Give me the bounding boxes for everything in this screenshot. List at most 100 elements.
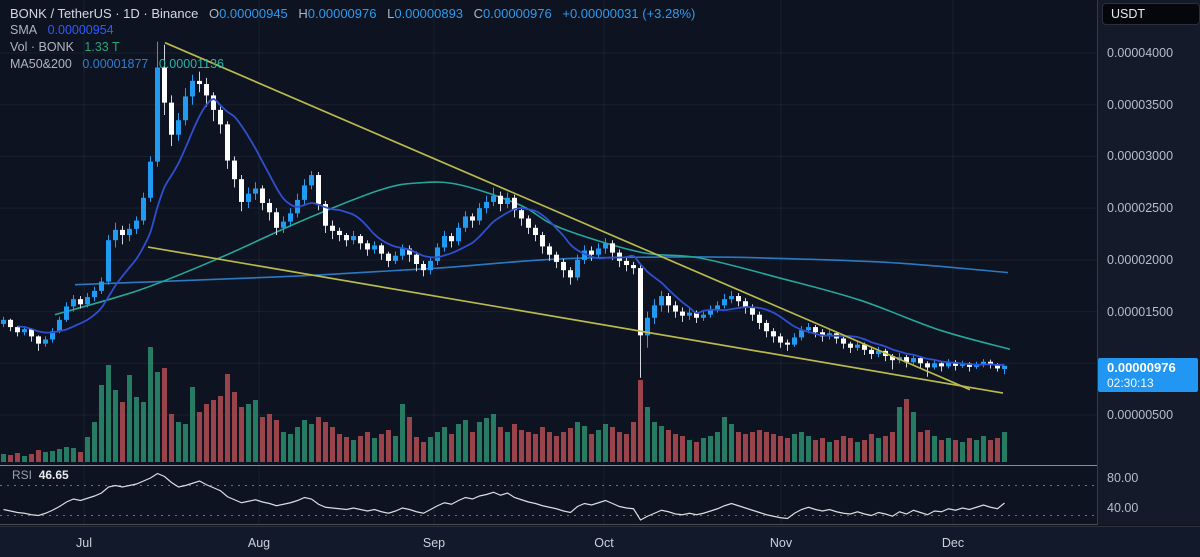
volume-bar[interactable] <box>918 432 923 462</box>
volume-bar[interactable] <box>400 404 405 462</box>
candle[interactable] <box>337 227 342 242</box>
volume-bar[interactable] <box>253 400 258 462</box>
candle[interactable] <box>918 356 923 369</box>
candle[interactable] <box>267 198 272 221</box>
volume-bar[interactable] <box>211 400 216 462</box>
volume-bar[interactable] <box>414 437 419 462</box>
candle[interactable] <box>372 241 377 254</box>
volume-bar[interactable] <box>638 380 643 462</box>
candle[interactable] <box>841 336 846 349</box>
volume-bar[interactable] <box>890 432 895 462</box>
volume-bar[interactable] <box>540 427 545 462</box>
volume-bar[interactable] <box>897 407 902 462</box>
candle[interactable] <box>470 213 475 228</box>
candle[interactable] <box>288 208 293 227</box>
volume-bar[interactable] <box>176 422 181 462</box>
candle[interactable] <box>848 341 853 353</box>
candle[interactable] <box>603 238 608 254</box>
volume-bar[interactable] <box>589 434 594 462</box>
volume-bar[interactable] <box>50 451 55 462</box>
volume-bar[interactable] <box>183 424 188 462</box>
candle[interactable] <box>610 240 615 260</box>
volume-bar[interactable] <box>841 436 846 462</box>
volume-bar[interactable] <box>561 432 566 462</box>
candle[interactable] <box>351 230 356 245</box>
candle[interactable] <box>547 243 552 261</box>
volume-bar[interactable] <box>673 434 678 462</box>
candle[interactable] <box>330 220 335 240</box>
candle[interactable] <box>652 299 657 324</box>
volume-bar[interactable] <box>757 430 762 462</box>
candle[interactable] <box>491 187 496 207</box>
volume-bar[interactable] <box>449 434 454 462</box>
volume-bar[interactable] <box>687 440 692 462</box>
candle[interactable] <box>687 308 692 320</box>
candle[interactable] <box>197 71 202 93</box>
volume-bar[interactable] <box>722 417 727 462</box>
candle[interactable] <box>183 88 188 126</box>
candle[interactable] <box>771 328 776 343</box>
candle[interactable] <box>379 243 384 260</box>
volume-bar[interactable] <box>876 438 881 462</box>
price-axis[interactable]: USDT 0.00000976 02:30:13 0.00004000 0.000… <box>1097 0 1200 525</box>
candle[interactable] <box>939 361 944 372</box>
candle[interactable] <box>99 277 104 294</box>
candle[interactable] <box>813 325 818 338</box>
volume-bar[interactable] <box>582 426 587 462</box>
volume-bar[interactable] <box>736 432 741 462</box>
volume-bar[interactable] <box>932 436 937 462</box>
candle[interactable] <box>799 326 804 341</box>
volume-bar[interactable] <box>512 424 517 462</box>
candle[interactable] <box>239 175 244 212</box>
volume-bar[interactable] <box>99 385 104 462</box>
last-price-badge[interactable]: 0.00000976 02:30:13 <box>1098 357 1198 392</box>
candle[interactable] <box>540 231 545 254</box>
pane-separator[interactable] <box>0 465 1200 466</box>
candle[interactable] <box>904 355 909 368</box>
candle[interactable] <box>281 216 286 233</box>
volume-bar[interactable] <box>680 436 685 462</box>
volume-bar[interactable] <box>127 375 132 462</box>
trendline[interactable] <box>164 41 971 391</box>
candle[interactable] <box>85 292 90 308</box>
volume-bar[interactable] <box>295 427 300 462</box>
candle[interactable] <box>512 194 517 218</box>
volume-bar[interactable] <box>939 440 944 462</box>
candle[interactable] <box>260 185 265 211</box>
volume-bar[interactable] <box>57 449 62 462</box>
candle[interactable] <box>666 292 671 313</box>
candle[interactable] <box>981 359 986 368</box>
candle[interactable] <box>505 192 510 209</box>
volume-bar[interactable] <box>78 452 83 462</box>
candle[interactable] <box>169 95 174 147</box>
candle[interactable] <box>876 346 881 358</box>
volume-bar[interactable] <box>43 452 48 462</box>
volume-bar[interactable] <box>554 436 559 462</box>
candle[interactable] <box>757 311 762 330</box>
volume-bar[interactable] <box>85 437 90 462</box>
volume-bar[interactable] <box>351 440 356 462</box>
volume-bar[interactable] <box>806 436 811 462</box>
volume-bar[interactable] <box>981 436 986 462</box>
volume-bar[interactable] <box>190 387 195 462</box>
trendline-drawings[interactable] <box>147 41 1004 394</box>
volume-bar[interactable] <box>302 420 307 462</box>
candle[interactable] <box>435 243 440 266</box>
candle[interactable] <box>92 286 97 302</box>
candle[interactable] <box>456 222 461 246</box>
candle[interactable] <box>29 328 34 342</box>
candle[interactable] <box>568 267 573 285</box>
volume-bar[interactable] <box>848 438 853 462</box>
candle[interactable] <box>778 333 783 348</box>
volume-bar[interactable] <box>911 412 916 462</box>
volume-bar[interactable] <box>1002 432 1007 462</box>
candle[interactable] <box>785 339 790 351</box>
candle[interactable] <box>463 211 468 232</box>
volume-bar[interactable] <box>120 402 125 462</box>
volume-bar[interactable] <box>603 424 608 462</box>
volume-bar[interactable] <box>533 434 538 462</box>
volume-bar[interactable] <box>750 432 755 462</box>
volume-bar[interactable] <box>701 438 706 462</box>
volume-bar[interactable] <box>827 442 832 462</box>
volume-bar[interactable] <box>288 434 293 462</box>
